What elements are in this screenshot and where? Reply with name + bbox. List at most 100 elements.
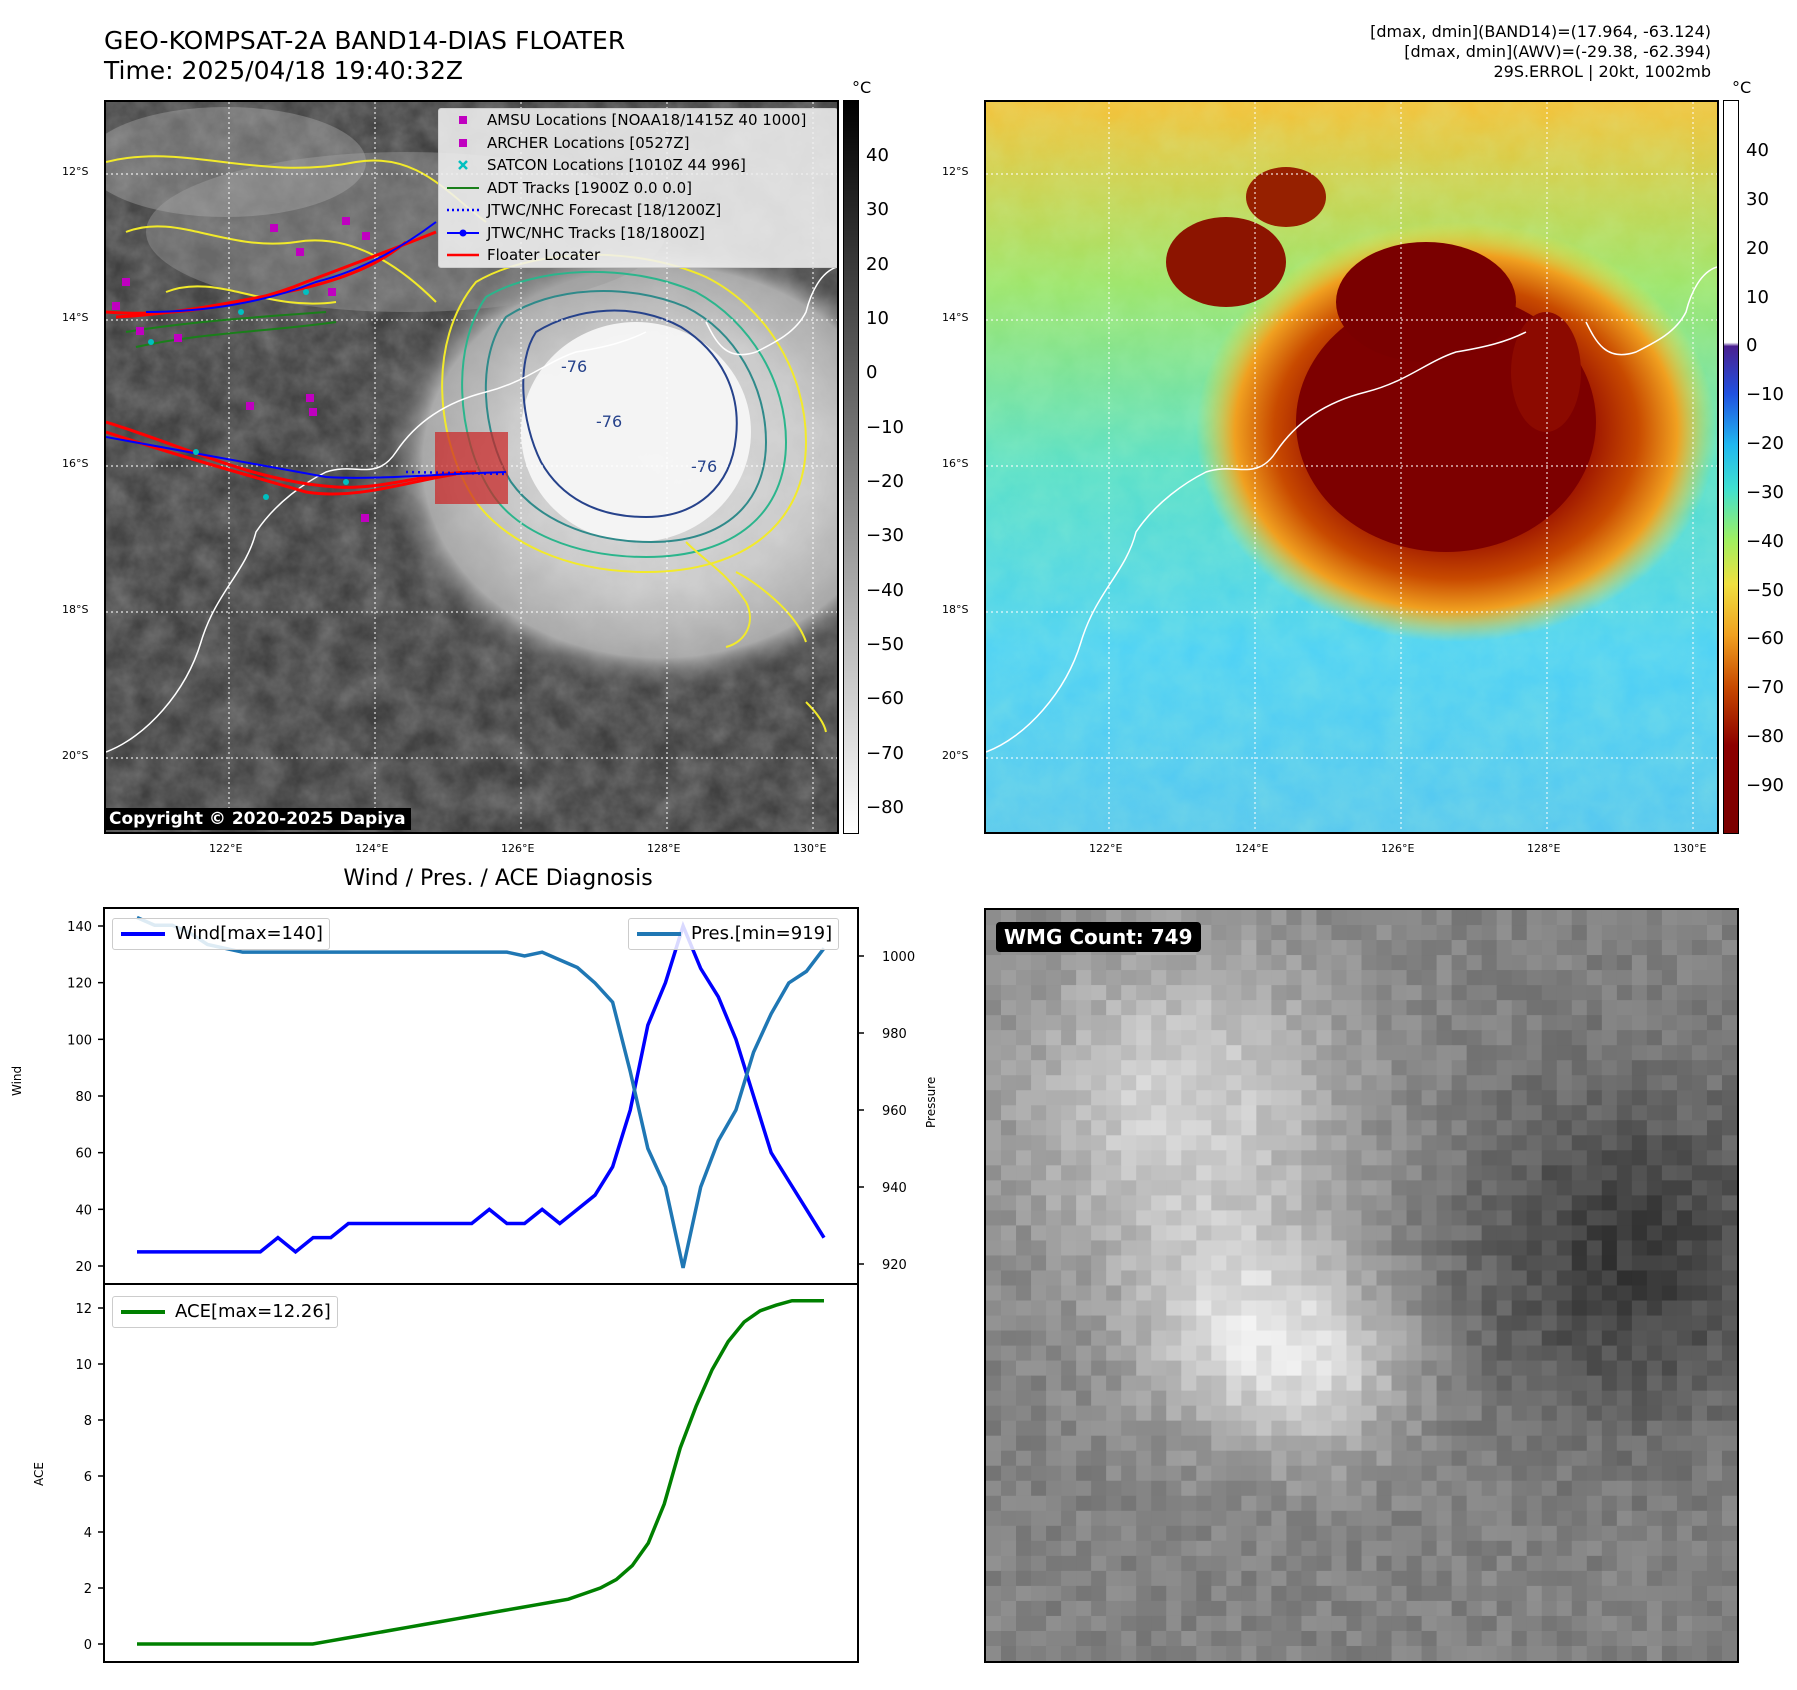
wmg-pixel bbox=[1166, 1555, 1182, 1572]
wmg-pixel bbox=[1601, 955, 1618, 971]
wmg-pixel bbox=[1271, 1495, 1287, 1512]
wmg-pixel bbox=[1436, 1225, 1453, 1242]
wmg-pixel bbox=[1031, 1135, 1047, 1151]
wmg-pixel bbox=[1541, 1165, 1558, 1181]
wmg-pixel bbox=[1406, 1150, 1423, 1166]
wmg-pixel bbox=[1541, 1450, 1558, 1467]
wmg-pixel bbox=[1256, 1495, 1272, 1512]
wmg-pixel bbox=[1406, 1000, 1423, 1016]
wmg-pixel bbox=[1271, 1405, 1287, 1422]
wmg-pixel bbox=[1061, 1135, 1077, 1151]
wmg-pixel bbox=[1256, 985, 1272, 1001]
wmg-pixel bbox=[1031, 1600, 1047, 1617]
wmg-pixel bbox=[1121, 1285, 1137, 1302]
wmg-pixel bbox=[1631, 1000, 1648, 1016]
wmg-pixel bbox=[1481, 1105, 1498, 1121]
wmg-pixel bbox=[1211, 1225, 1227, 1242]
wmg-pixel bbox=[1646, 910, 1663, 926]
wmg-pixel bbox=[1031, 1540, 1047, 1557]
wmg-pixel bbox=[1706, 1465, 1723, 1482]
wmg-pixel bbox=[1676, 1000, 1693, 1016]
wmg-pixel bbox=[1586, 1510, 1603, 1527]
wmg-pixel bbox=[1421, 1030, 1438, 1046]
wmg-pixel bbox=[1166, 1210, 1182, 1227]
lat-tick-label: 16°S bbox=[62, 457, 89, 470]
wmg-pixel bbox=[1481, 1255, 1498, 1272]
wmg-pixel bbox=[1556, 1345, 1573, 1362]
legend-dotline-icon bbox=[447, 229, 479, 236]
wmg-pixel bbox=[1526, 1090, 1543, 1106]
wmg-pixel bbox=[1226, 1585, 1242, 1602]
wmg-pixel bbox=[1211, 1315, 1227, 1332]
wmg-pixel bbox=[1346, 1480, 1363, 1497]
wmg-pixel bbox=[1301, 1045, 1318, 1061]
wmg-pixel bbox=[1391, 1540, 1408, 1557]
wmg-pixel bbox=[986, 1195, 1002, 1211]
wmg-pixel bbox=[1421, 1450, 1438, 1467]
wmg-pixel bbox=[1106, 910, 1122, 926]
wmg-pixel bbox=[1616, 1510, 1633, 1527]
wmg-pixel bbox=[1556, 1330, 1573, 1347]
wmg-pixel bbox=[1286, 1135, 1303, 1151]
wmg-pixel bbox=[1166, 1285, 1182, 1302]
wmg-pixel bbox=[1391, 1525, 1408, 1542]
wmg-pixel bbox=[1616, 1615, 1633, 1632]
wmg-pixel bbox=[1151, 955, 1167, 971]
wmg-pixel bbox=[1166, 1345, 1182, 1362]
wmg-pixel bbox=[1316, 1180, 1333, 1196]
wmg-pixel bbox=[1196, 1000, 1212, 1016]
wmg-pixel bbox=[1601, 1270, 1618, 1287]
wind-tick-label: 140 bbox=[67, 920, 92, 935]
wmg-pixel bbox=[1106, 1075, 1122, 1091]
wmg-pixel bbox=[1466, 1270, 1483, 1287]
wmg-pixel bbox=[1556, 1405, 1573, 1422]
wmg-pixel bbox=[1541, 1570, 1558, 1587]
wmg-pixel bbox=[1301, 1600, 1318, 1617]
wmg-pixel bbox=[1721, 940, 1737, 956]
wmg-pixel bbox=[1721, 1435, 1737, 1452]
wmg-pixel bbox=[1196, 1315, 1212, 1332]
wmg-pixel bbox=[1091, 1075, 1107, 1091]
wmg-pixel bbox=[1136, 1495, 1152, 1512]
wmg-pixel bbox=[1226, 1570, 1242, 1587]
wmg-pixel bbox=[1496, 1645, 1513, 1661]
wmg-pixel bbox=[1376, 1045, 1393, 1061]
wmg-pixel bbox=[1091, 1165, 1107, 1181]
wmg-pixel bbox=[1271, 1150, 1287, 1166]
wmg-pixel bbox=[1541, 1525, 1558, 1542]
wmg-pixel bbox=[1346, 955, 1363, 971]
wmg-pixel bbox=[1241, 1330, 1257, 1347]
wmg-pixel bbox=[1526, 1555, 1543, 1572]
wmg-pixel bbox=[1226, 985, 1242, 1001]
wmg-pixel bbox=[1706, 1090, 1723, 1106]
wmg-pixel bbox=[1316, 1645, 1333, 1661]
wmg-pixel bbox=[1001, 1195, 1017, 1211]
wmg-pixel bbox=[1346, 1585, 1363, 1602]
wmg-pixel bbox=[1091, 970, 1107, 986]
wmg-pixel bbox=[1601, 1075, 1618, 1091]
wmg-pixel bbox=[1436, 955, 1453, 971]
wmg-pixel bbox=[1706, 1360, 1723, 1377]
wmg-pixel bbox=[1496, 1075, 1513, 1091]
wmg-pixel bbox=[1391, 1615, 1408, 1632]
wmg-pixel bbox=[1646, 1060, 1663, 1076]
wmg-pixel bbox=[1226, 1465, 1242, 1482]
wmg-pixel bbox=[1466, 1285, 1483, 1302]
wmg-pixel bbox=[1016, 1315, 1032, 1332]
wmg-pixel bbox=[1526, 1585, 1543, 1602]
colorbar-tick-label: 40 bbox=[866, 145, 889, 166]
colorbar-tick-label: −50 bbox=[1746, 579, 1784, 601]
wmg-pixel bbox=[1301, 1225, 1318, 1242]
wmg-pixel bbox=[1451, 1105, 1468, 1121]
wmg-pixel bbox=[1511, 1225, 1528, 1242]
wmg-pixel bbox=[1406, 955, 1423, 971]
wmg-pixel bbox=[1481, 1405, 1498, 1422]
wmg-pixel bbox=[1391, 1570, 1408, 1587]
wmg-pixel bbox=[1196, 955, 1212, 971]
wmg-pixel bbox=[1106, 970, 1122, 986]
wmg-pixel bbox=[1121, 1210, 1137, 1227]
wmg-pixel bbox=[1241, 1285, 1257, 1302]
wmg-pixel bbox=[1376, 1420, 1393, 1437]
wmg-pixel bbox=[1376, 1120, 1393, 1136]
wmg-pixel bbox=[1151, 1435, 1167, 1452]
